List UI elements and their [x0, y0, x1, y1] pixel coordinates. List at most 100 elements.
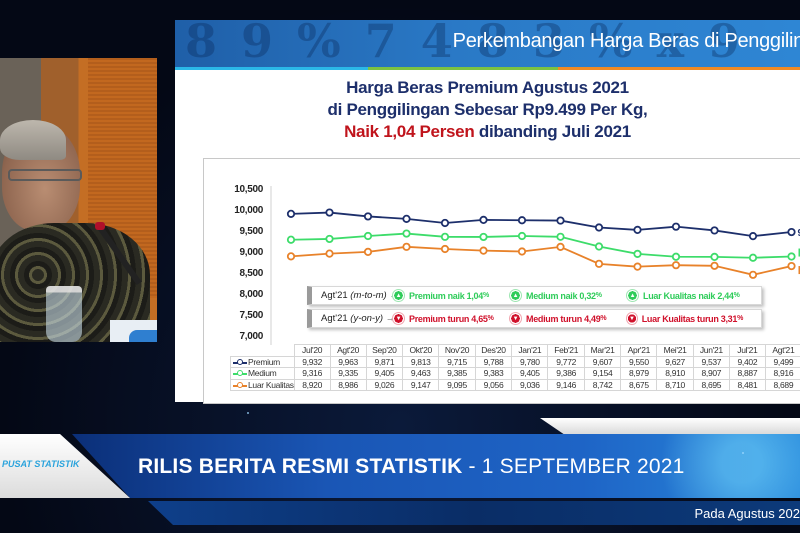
data-point	[787, 252, 796, 261]
series-line-medium	[290, 232, 792, 259]
table-cell: 9,316	[293, 367, 331, 380]
x-category-label: Feb'21	[547, 344, 585, 357]
x-category-label: Mar'21	[583, 344, 622, 357]
data-point	[671, 222, 681, 231]
banner-title: RILIS BERITA RESMI STATISTIK - 1 SEPTEMB…	[138, 455, 685, 478]
info-box-yoy: Agt'21 (y-on-y) → ▼ Premium turun 4,65% ▼ Me…	[307, 309, 762, 328]
data-point	[633, 262, 642, 271]
data-point	[633, 249, 642, 258]
info-item-down: ▼ Premium turun 4,65%	[392, 312, 509, 325]
table-cell: 9,056	[474, 378, 513, 391]
y-tick-label: 10,000	[234, 205, 263, 216]
arrow-up-icon: ▲	[626, 289, 639, 302]
table-cell: 8,689	[764, 378, 800, 391]
table-cell: 9,780	[511, 355, 549, 368]
org-name: PUSAT STATISTIK	[2, 459, 80, 469]
data-point	[325, 249, 334, 258]
table-cell: 9,147	[402, 378, 440, 391]
arrow-up-icon: ▲	[392, 289, 405, 302]
slide-headline: Harga Beras Premium Agustus 2021 di Peng…	[327, 78, 648, 141]
water-glass	[46, 286, 82, 342]
data-point	[402, 229, 411, 238]
data-point	[517, 247, 527, 256]
data-point	[556, 216, 565, 225]
legend-marker-icon	[233, 381, 247, 389]
data-point	[325, 234, 334, 244]
info-box-label: Agt'21 (m-to-m) →	[321, 290, 399, 301]
news-ticker-bar	[148, 501, 800, 525]
series-line-luar-kualitas	[290, 245, 792, 276]
table-cell: 9,537	[692, 355, 730, 368]
table-cell: 9,627	[656, 355, 694, 368]
table-cell: 8,742	[583, 378, 622, 391]
slide-header: 8 9 % 7 4 8 3 % x 9 Perkembangan Harga B…	[175, 20, 800, 67]
glasses	[8, 169, 82, 181]
table-cell: 9,932	[293, 355, 331, 368]
data-point	[787, 261, 796, 271]
info-item-up: ▲ Medium naik 0,32%	[509, 289, 626, 302]
table-cell: 9,963	[329, 355, 367, 368]
data-point	[479, 215, 488, 225]
table-cell: 8,907	[692, 367, 730, 380]
table-cell: 9,095	[438, 378, 476, 391]
data-point	[440, 218, 450, 228]
table-cell: 8,986	[329, 378, 367, 391]
x-category-label: Agt'21	[764, 344, 800, 357]
table-cell: 9,813	[402, 355, 440, 368]
data-point	[556, 242, 565, 251]
data-point	[363, 231, 373, 241]
legend-marker-icon	[233, 370, 247, 377]
data-point	[710, 261, 719, 270]
headline-highlight: Naik 1,04 Persen	[344, 122, 475, 141]
x-category-label: Jan'21	[511, 344, 549, 357]
data-point	[594, 223, 604, 232]
data-point	[440, 244, 450, 254]
data-point	[440, 232, 450, 241]
data-point	[556, 232, 565, 241]
data-point	[479, 232, 488, 242]
header-stripe-cyan	[175, 67, 368, 70]
y-tick-label: 7,500	[239, 310, 263, 321]
table-cell: 9,386	[547, 367, 585, 380]
data-point	[363, 212, 373, 221]
series-line-premium	[290, 211, 792, 238]
data-point	[363, 247, 373, 257]
table-cell: 9,385	[438, 367, 476, 380]
data-point	[286, 209, 296, 218]
x-category-label: Sep'20	[365, 344, 404, 357]
table-cell: 8,887	[728, 367, 766, 380]
data-table: Jul'20 Agt'20 Sep'20 Okt'20 Nov'20 Des'20 Jan'…	[230, 344, 800, 391]
table-cell: 9,026	[365, 378, 404, 391]
table-cell: 8,695	[692, 378, 730, 391]
line-chart: 9	[270, 186, 800, 345]
y-tick-label: 7,000	[239, 331, 263, 342]
table-cell: 8,916	[764, 367, 800, 380]
data-point	[517, 216, 527, 225]
x-category-label: Jun'21	[692, 344, 730, 357]
table-cell: 9,871	[365, 355, 404, 368]
data-point	[517, 231, 527, 241]
data-point	[671, 261, 681, 270]
table-cell: 9,715	[438, 355, 476, 368]
y-tick-label: 10,500	[234, 184, 263, 195]
data-point	[479, 246, 488, 255]
data-point	[594, 242, 604, 251]
table-cell: 9,154	[583, 367, 622, 380]
info-item-down: ▼ Medium turun 4,49%	[509, 312, 626, 325]
table-cell: 9,405	[365, 367, 404, 380]
y-tick-label: 9,500	[239, 226, 263, 237]
data-point	[748, 270, 758, 279]
table-row: Medium 9,316 9,335 9,405 9,463 9,385 9,383 9,40…	[230, 367, 800, 380]
y-tick-label: 8,500	[239, 268, 263, 279]
info-item-up: ▲ Luar Kualitas naik 2,44%	[626, 289, 743, 302]
table-cell: 8,710	[656, 378, 694, 391]
table-cell: 9,146	[547, 378, 585, 391]
table-cell: 9,402	[728, 355, 766, 368]
table-cell: 9,499	[764, 355, 800, 368]
x-category-label: Okt'20	[402, 344, 440, 357]
data-point	[671, 252, 681, 261]
data-point	[286, 235, 296, 244]
data-point	[787, 227, 796, 237]
table-cell: 8,910	[656, 367, 694, 380]
